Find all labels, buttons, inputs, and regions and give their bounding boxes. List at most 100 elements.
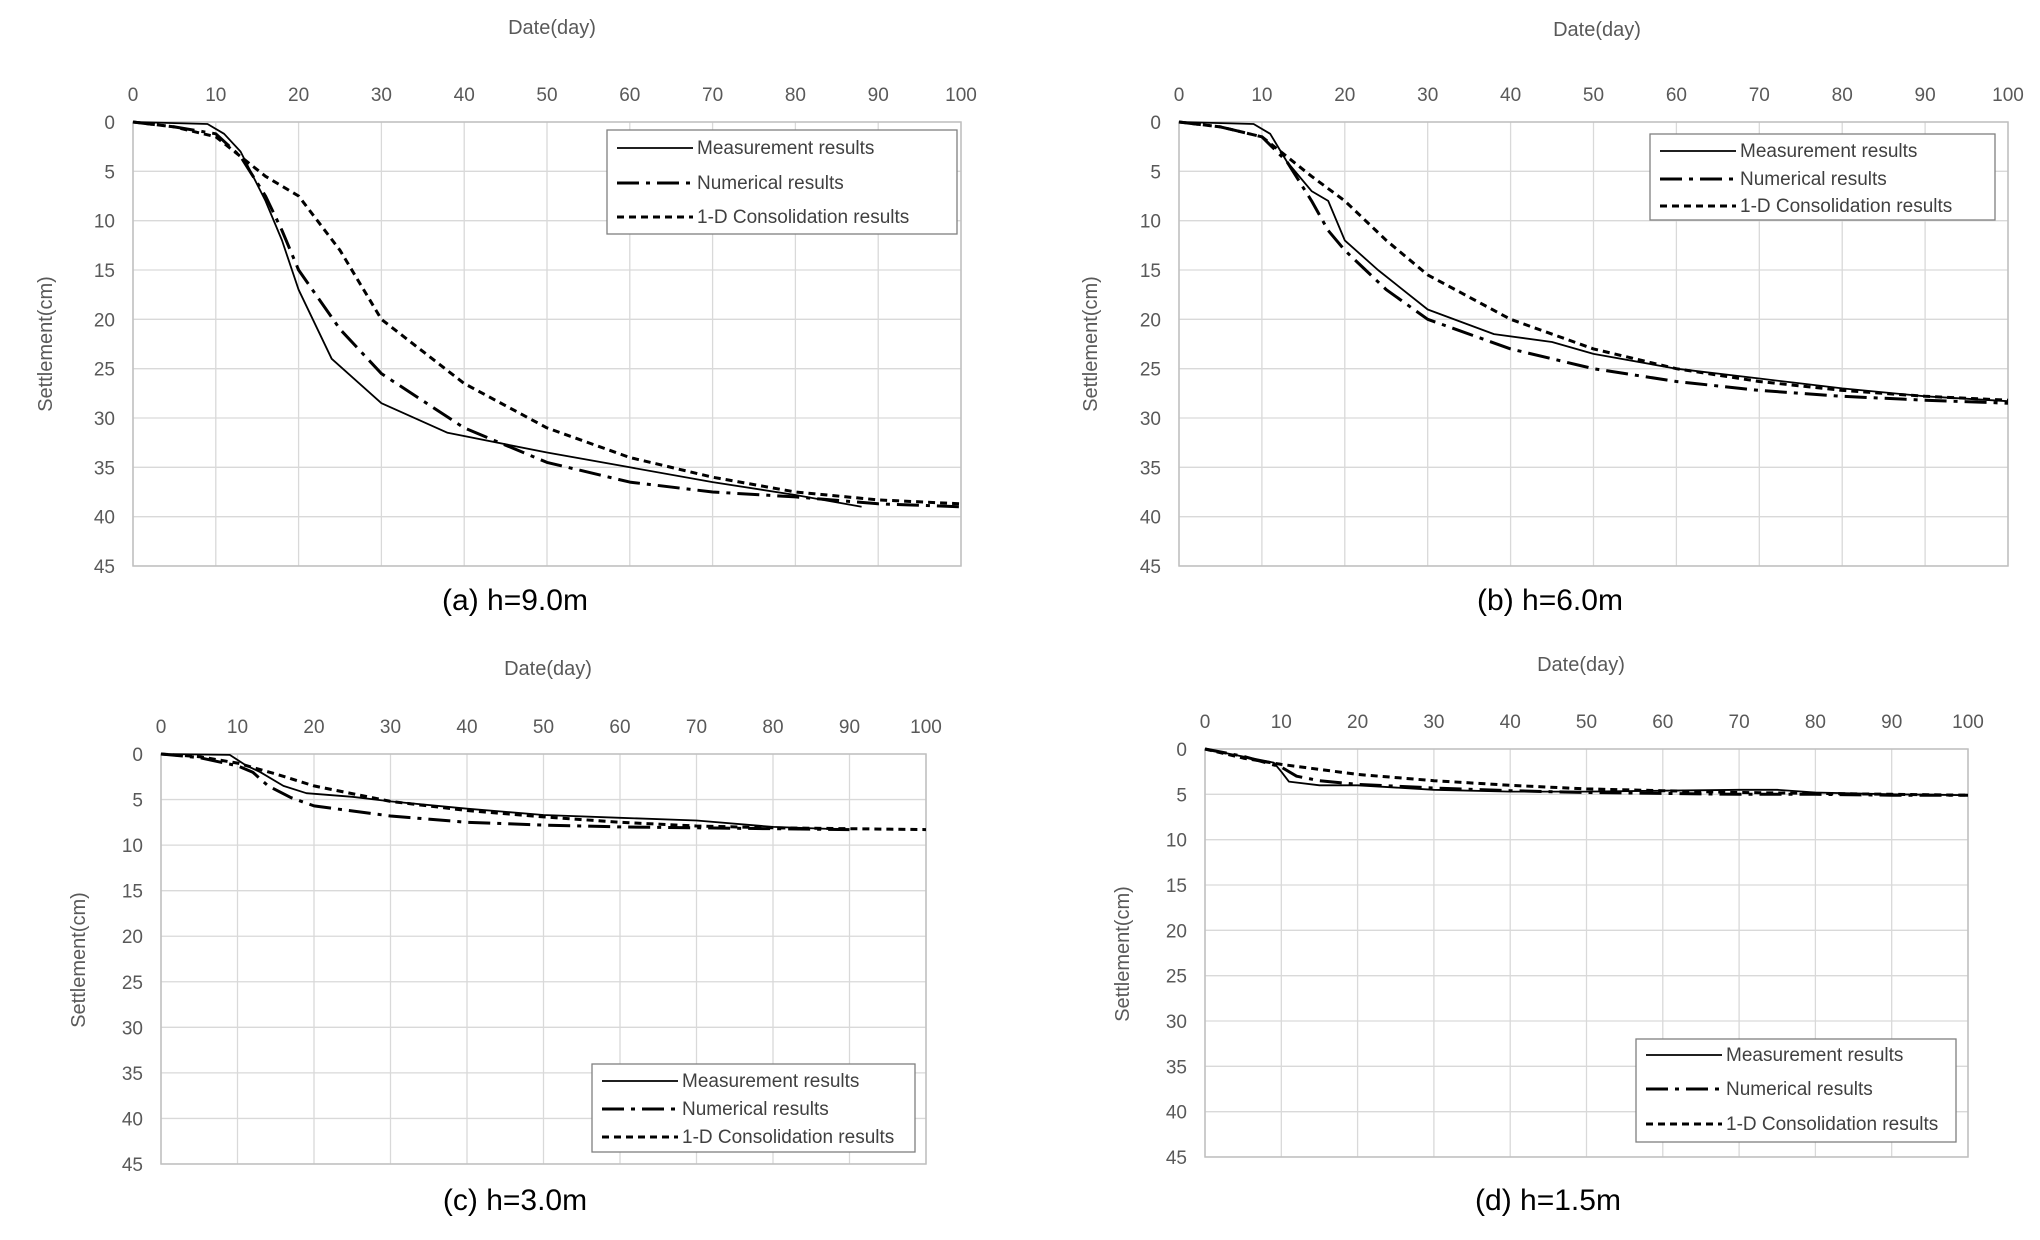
chart-4-legend-label: Measurement results <box>1726 1045 1903 1066</box>
chart-1-y-tick-label: 0 <box>104 113 115 134</box>
chart-4-x-tick-label: 90 <box>1881 712 1902 733</box>
chart-3-x-axis-title: Date(day) <box>504 658 592 680</box>
chart-3-y-tick-label: 35 <box>122 1064 143 1085</box>
chart-4-legend-label: Numerical results <box>1726 1079 1873 1100</box>
chart-3-legend-label: Measurement results <box>682 1071 859 1092</box>
chart-4-x-axis-title: Date(day) <box>1537 654 1625 676</box>
chart-3-x-tick-label: 10 <box>227 717 248 738</box>
chart-3-x-tick-label: 50 <box>533 717 554 738</box>
chart-4-x-tick-label: 80 <box>1805 712 1826 733</box>
chart-4-y-tick-label: 35 <box>1166 1057 1187 1078</box>
chart-3-x-tick-label: 70 <box>686 717 707 738</box>
chart-4-y-tick-label: 20 <box>1166 921 1187 942</box>
chart-4-y-tick-label: 5 <box>1176 785 1187 806</box>
chart-4-x-tick-label: 0 <box>1200 712 1211 733</box>
chart-3-x-tick-label: 0 <box>156 717 167 738</box>
chart-2-y-tick-label: 30 <box>1140 409 1161 430</box>
chart-2-y-tick-label: 40 <box>1140 508 1161 529</box>
chart-1-x-tick-label: 20 <box>288 85 309 106</box>
chart-2-caption: (b) h=6.0m <box>1477 584 1623 617</box>
chart-2-x-tick-label: 50 <box>1583 85 1604 106</box>
chart-3-caption: (c) h=3.0m <box>443 1184 587 1217</box>
chart-2-y-axis-title: Settlement(cm) <box>1080 276 1102 412</box>
chart-2-legend <box>1649 133 1996 221</box>
chart-4-y-axis-title: Settlement(cm) <box>1112 886 1134 1022</box>
chart-1-legend-label: Measurement results <box>697 138 874 159</box>
chart-3-series-dashdot-line <box>160 752 850 832</box>
chart-2-legend-label: Numerical results <box>1740 169 1887 190</box>
chart-1-x-tick-label: 100 <box>945 85 977 106</box>
chart-3-x-tick-label: 60 <box>609 717 630 738</box>
chart-3-x-tick-label: 20 <box>303 717 324 738</box>
chart-1-y-tick-label: 35 <box>94 458 115 479</box>
chart-1-legend-label: Numerical results <box>697 173 844 194</box>
chart-1-y-tick-label: 15 <box>94 261 115 282</box>
chart-3-legend-label: 1-D Consolidation results <box>682 1127 894 1148</box>
chart-2-x-tick-label: 30 <box>1417 85 1438 106</box>
chart-2-y-tick-label: 5 <box>1150 162 1161 183</box>
chart-1-y-axis-title: Settlement(cm) <box>35 276 57 412</box>
chart-4-x-tick-label: 30 <box>1423 712 1444 733</box>
chart-3-y-tick-label: 40 <box>122 1109 143 1130</box>
chart-2-legend-label: 1-D Consolidation results <box>1740 196 1952 217</box>
chart-1-x-tick-label: 30 <box>371 85 392 106</box>
chart-1-caption: (a) h=9.0m <box>442 584 588 617</box>
chart-3-y-tick-label: 25 <box>122 973 143 994</box>
chart-3-x-tick-label: 40 <box>456 717 477 738</box>
chart-3-series-solid-line <box>160 753 850 831</box>
chart-4-x-tick-label: 40 <box>1500 712 1521 733</box>
chart-3-plot-area <box>160 753 927 1165</box>
chart-2-legend-label: Measurement results <box>1740 141 1917 162</box>
chart-3-y-axis-title: Settlement(cm) <box>68 892 90 1028</box>
chart-1-y-tick-label: 5 <box>104 162 115 183</box>
chart-3-series-dashed-line <box>160 752 927 832</box>
chart-3-x-tick-label: 100 <box>910 717 942 738</box>
chart-1-x-axis-title: Date(day) <box>508 17 596 39</box>
chart-3-y-tick-label: 5 <box>132 791 143 812</box>
chart-3-x-tick-label: 80 <box>762 717 783 738</box>
chart-2-x-tick-label: 10 <box>1251 85 1272 106</box>
chart-4-x-tick-label: 60 <box>1652 712 1673 733</box>
chart-1-x-tick-label: 50 <box>536 85 557 106</box>
chart-1-x-tick-label: 40 <box>454 85 475 106</box>
chart-4-y-tick-label: 30 <box>1166 1012 1187 1033</box>
chart-3-y-tick-label: 0 <box>132 745 143 766</box>
chart-3-y-tick-label: 45 <box>122 1155 143 1176</box>
chart-2-series-dashed-line <box>1178 120 2009 402</box>
chart-4-x-tick-label: 10 <box>1271 712 1292 733</box>
chart-3-y-tick-label: 30 <box>122 1018 143 1039</box>
chart-1-y-tick-label: 45 <box>94 557 115 578</box>
chart-1-y-tick-label: 10 <box>94 212 115 233</box>
chart-4-y-tick-label: 0 <box>1176 740 1187 761</box>
chart-3-x-tick-label: 90 <box>839 717 860 738</box>
chart-4-y-tick-label: 45 <box>1166 1148 1187 1169</box>
chart-1-y-tick-label: 25 <box>94 360 115 381</box>
chart-2-y-tick-label: 10 <box>1140 212 1161 233</box>
chart-4-x-tick-label: 50 <box>1576 712 1597 733</box>
chart-2-x-axis-title: Date(day) <box>1553 19 1641 41</box>
chart-3-y-tick-label: 20 <box>122 927 143 948</box>
chart-2-x-tick-label: 40 <box>1500 85 1521 106</box>
chart-1-series-solid-line <box>132 121 862 508</box>
chart-2-y-tick-label: 25 <box>1140 360 1161 381</box>
chart-3-legend-label: Numerical results <box>682 1099 829 1120</box>
chart-1-y-tick-label: 20 <box>94 310 115 331</box>
chart-2-x-tick-label: 0 <box>1174 85 1185 106</box>
chart-1-x-tick-label: 10 <box>205 85 226 106</box>
chart-1-x-tick-label: 60 <box>619 85 640 106</box>
chart-2-x-tick-label: 70 <box>1749 85 1770 106</box>
chart-1-plot-area <box>132 121 962 567</box>
chart-4-x-tick-label: 20 <box>1347 712 1368 733</box>
chart-1-x-tick-label: 0 <box>128 85 139 106</box>
chart-2-y-tick-label: 45 <box>1140 557 1161 578</box>
chart-4-caption: (d) h=1.5m <box>1475 1184 1621 1217</box>
chart-4-x-tick-label: 70 <box>1729 712 1750 733</box>
chart-2-x-tick-label: 20 <box>1334 85 1355 106</box>
chart-3-x-tick-label: 30 <box>380 717 401 738</box>
chart-2-x-tick-label: 60 <box>1666 85 1687 106</box>
chart-4-legend-label: 1-D Consolidation results <box>1726 1114 1938 1135</box>
chart-4-y-tick-label: 25 <box>1166 967 1187 988</box>
chart-1-x-tick-label: 80 <box>785 85 806 106</box>
chart-4-plot-area <box>1204 748 1969 1158</box>
